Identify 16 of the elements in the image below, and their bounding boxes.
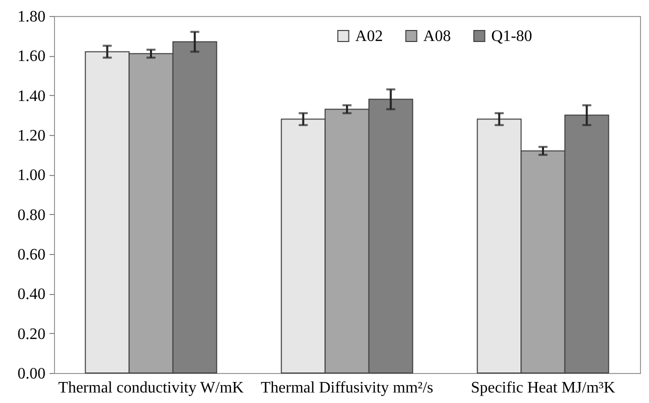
legend-label: A08 <box>423 28 451 45</box>
y-tick-label: 0.20 <box>18 326 46 343</box>
x-tick-label: Specific Heat MJ/m³K <box>470 380 616 396</box>
y-tick-label: 1.60 <box>18 48 46 66</box>
legend-label: A02 <box>355 28 383 45</box>
x-tick-label: Thermal conductivity W/mK <box>58 380 244 396</box>
x-tick-label: Thermal Diffusivity mm²/s <box>260 380 434 396</box>
y-tick-label: 0.40 <box>18 286 46 304</box>
legend-label: Q1-80 <box>491 28 532 45</box>
y-tick-label: 1.80 <box>18 8 46 26</box>
y-tick-label: 1.00 <box>18 167 46 184</box>
y-tick-label: 1.20 <box>18 128 46 144</box>
y-tick-label: 1.40 <box>18 88 46 105</box>
y-tick-label: 0.60 <box>18 246 46 264</box>
y-tick-label: 0.80 <box>18 206 46 224</box>
y-tick-label: 0.00 <box>18 366 46 382</box>
